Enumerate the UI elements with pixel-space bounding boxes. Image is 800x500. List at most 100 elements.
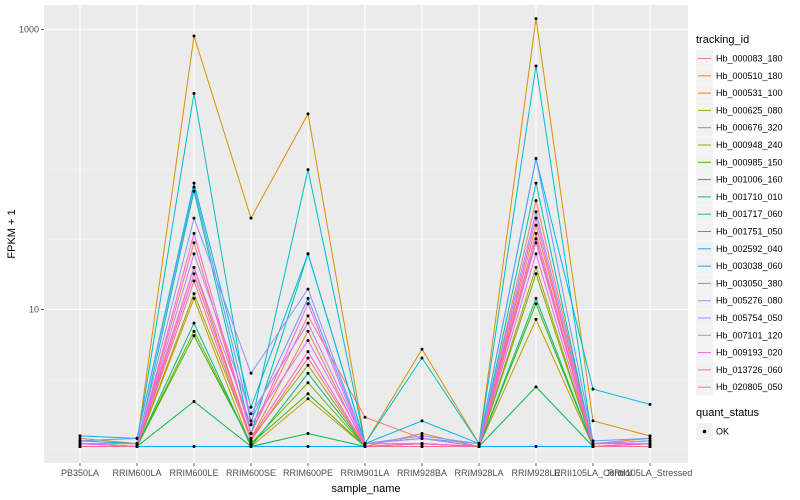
data-point <box>534 216 538 220</box>
x-tick-label: RRII105LA_Control <box>554 468 632 478</box>
data-point <box>192 292 196 296</box>
legend-label: Hb_000083_180 <box>716 54 783 64</box>
grid-layer <box>44 5 688 463</box>
legend-label: Hb_001006_160 <box>716 175 783 185</box>
x-tick-label: RRIM928LE <box>511 468 560 478</box>
quant-legend-title: quant_status <box>696 407 759 419</box>
data-point <box>306 252 310 256</box>
data-point <box>477 442 481 446</box>
x-tick-label: RRIM901LA <box>340 468 389 478</box>
data-point <box>306 350 310 354</box>
data-point <box>306 432 310 435</box>
data-point <box>249 371 253 375</box>
data-point <box>135 442 139 446</box>
data-point <box>135 445 139 448</box>
data-point <box>192 329 196 333</box>
data-point <box>420 356 424 360</box>
data-point <box>192 181 196 185</box>
legend-label: Hb_000510_180 <box>716 71 783 81</box>
legend-label: Hb_002592_040 <box>716 244 783 254</box>
data-point <box>249 405 253 409</box>
legend-label: Hb_001751_050 <box>716 227 783 237</box>
legend-label: Hb_000985_150 <box>716 157 783 167</box>
x-tick-label: RRIM600PE <box>283 468 333 478</box>
data-point <box>306 321 310 325</box>
x-tick-label: RRIM600LE <box>169 468 218 478</box>
data-point <box>420 436 424 440</box>
data-point <box>192 296 196 300</box>
data-point <box>534 317 538 321</box>
data-point <box>477 445 481 448</box>
data-point <box>306 314 310 318</box>
data-point <box>249 216 253 220</box>
x-axis: PB350LA RRIM600LA RRIM600LE RRIM600SE RRIM60… <box>61 463 692 478</box>
y-axis-title: FPKM + 1 <box>6 209 18 258</box>
data-point <box>648 442 652 446</box>
legend: tracking_id Hb_000083_180Hb_000510_180Hb… <box>696 34 783 440</box>
legend-label: Hb_001710_010 <box>716 192 783 202</box>
legend-label: Hb_020805_050 <box>716 382 783 392</box>
data-point <box>420 445 424 448</box>
y-tick-label: 1000 <box>19 25 39 35</box>
legend-label: Hb_003038_060 <box>716 261 783 271</box>
data-point <box>306 296 310 300</box>
legend-label: Hb_003050_380 <box>716 278 783 288</box>
data-point <box>420 442 424 446</box>
data-point <box>78 434 82 438</box>
data-point <box>534 296 538 300</box>
data-point <box>249 423 253 427</box>
data-point <box>249 436 253 440</box>
data-point <box>648 439 652 443</box>
data-point <box>420 434 424 438</box>
data-point <box>192 189 196 193</box>
data-point <box>591 442 595 446</box>
data-point <box>192 216 196 220</box>
data-point <box>534 223 538 227</box>
legend-label: Hb_005754_050 <box>716 313 783 323</box>
data-point <box>249 442 253 446</box>
data-point <box>534 445 538 448</box>
data-point <box>420 432 424 435</box>
x-tick-label: RRIM600SE <box>226 468 276 478</box>
data-point <box>192 265 196 269</box>
y-axis: 10 1000 <box>19 25 44 315</box>
data-point <box>363 442 367 446</box>
legend-label: Hb_013726_060 <box>716 365 783 375</box>
legend-label: Hb_005276_080 <box>716 296 783 306</box>
data-point <box>306 392 310 396</box>
data-point <box>78 436 82 440</box>
data-point <box>306 445 310 448</box>
data-point <box>648 402 652 406</box>
data-point <box>306 381 310 385</box>
points-layer <box>78 17 652 448</box>
data-point <box>534 181 538 185</box>
legend-label: Hb_000676_320 <box>716 123 783 133</box>
data-point <box>591 439 595 443</box>
data-point <box>249 432 253 435</box>
data-point <box>534 241 538 245</box>
legend-label: Hb_007101_120 <box>716 330 783 340</box>
data-point <box>648 445 652 448</box>
data-point <box>420 419 424 423</box>
data-point <box>306 329 310 333</box>
data-point <box>192 34 196 38</box>
data-point <box>192 400 196 403</box>
data-point <box>306 112 310 116</box>
data-point <box>534 210 538 214</box>
data-point <box>363 415 367 419</box>
legend-label: Hb_009193_020 <box>716 348 783 358</box>
data-point <box>534 385 538 389</box>
data-point <box>591 419 595 423</box>
data-point <box>78 442 82 446</box>
x-axis-title: sample_name <box>331 483 400 495</box>
data-point <box>135 436 139 440</box>
x-tick-label: RRIM928BA <box>397 468 447 478</box>
x-tick-label: RRIM928LA <box>454 468 503 478</box>
data-point <box>78 445 82 448</box>
quant-legend-label-ok: OK <box>716 427 729 437</box>
data-point <box>249 445 253 448</box>
data-point <box>306 339 310 343</box>
data-point <box>192 185 196 189</box>
